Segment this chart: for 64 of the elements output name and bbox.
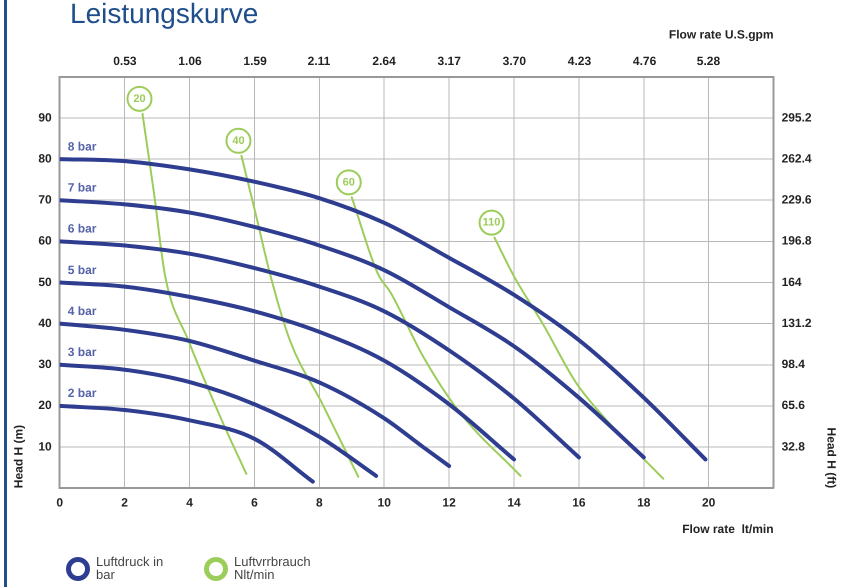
chart-title: Leistungskurve [70,0,258,30]
y-tick-label: 70 [38,192,52,207]
x2-tick-label: 0.53 [113,54,137,68]
x2-tick-label: 4.23 [568,54,592,68]
series-label: 8 bar [68,139,97,154]
y-tick-label: 60 [38,234,52,248]
series-label: 5 bar [68,262,97,277]
x-tick-label: 12 [442,496,456,510]
series-label: 110 [482,216,500,229]
y2-tick-label: 295.2 [782,110,812,124]
x-tick-label: 2 [121,496,128,510]
y-tick-label: 10 [38,439,52,454]
line-series [60,198,646,460]
y2-tick-label: 164 [782,274,802,289]
line-series [60,239,581,460]
y2-axis-title: Head H (ft) [824,428,838,488]
x-tick-label: 6 [251,496,258,510]
y2-tick-label: 65.6 [782,398,806,412]
line-series [60,157,708,462]
text: Luftdruck in bar [96,554,164,582]
series-label: 2 bar [68,386,97,400]
x-tick-label: 18 [637,496,651,510]
series-label: 3 bar [68,345,97,360]
line-series [60,322,452,468]
x-tick-label: 16 [572,496,586,510]
x2-tick-label: 1.59 [243,54,268,68]
series-label: 60 [342,176,355,188]
series-label: 20 [133,92,146,105]
y2-tick-label: 229.6 [782,192,812,207]
x2-tick-label: 4.76 [632,54,657,68]
y-tick-label: 20 [38,398,52,412]
x-axis-title: Flow rate lt/min [682,522,774,536]
y2-tick-label: 131.2 [782,316,812,330]
y-tick-label: 40 [38,316,52,330]
y2-tick-label: 98.4 [782,357,806,372]
line-series [60,404,315,484]
y-tick-label: 90 [38,110,52,124]
x2-tick-label: 3.70 [502,54,526,68]
y2-tick-label: 262.4 [782,151,812,166]
x-tick-label: 14 [507,496,521,510]
x2-axis-title: Flow rate U.S.gpm [668,28,774,42]
x2-tick-label: 2.11 [308,54,331,68]
x2-tick-label: 1.06 [178,54,202,68]
y2-tick-label: 196.8 [782,234,812,248]
y-tick-label: 50 [38,274,52,289]
y-tick-label: 80 [38,151,52,166]
y-tick-label: 30 [38,357,52,372]
x-tick-label: 8 [316,496,323,510]
x2-tick-label: 5.28 [696,54,720,68]
series-label: 40 [232,134,245,147]
series-label: 7 bar [68,180,97,195]
x-tick-label: 0 [56,496,64,510]
x-tick-label: 20 [702,496,716,510]
x-tick-label: 10 [378,496,392,510]
x-tick-label: 4 [186,496,194,510]
x2-tick-label: 3.17 [438,54,462,68]
line-series [60,362,378,478]
series-label: 6 bar [68,222,97,236]
text: Luftvrrbrauch Nlt/min [234,554,312,582]
x2-tick-label: 2.64 [372,54,396,68]
series-label: 4 bar [68,304,97,318]
y-axis-title: Head H (m) [12,424,26,488]
y2-tick-label: 32.8 [782,439,806,454]
line-series [60,280,516,462]
